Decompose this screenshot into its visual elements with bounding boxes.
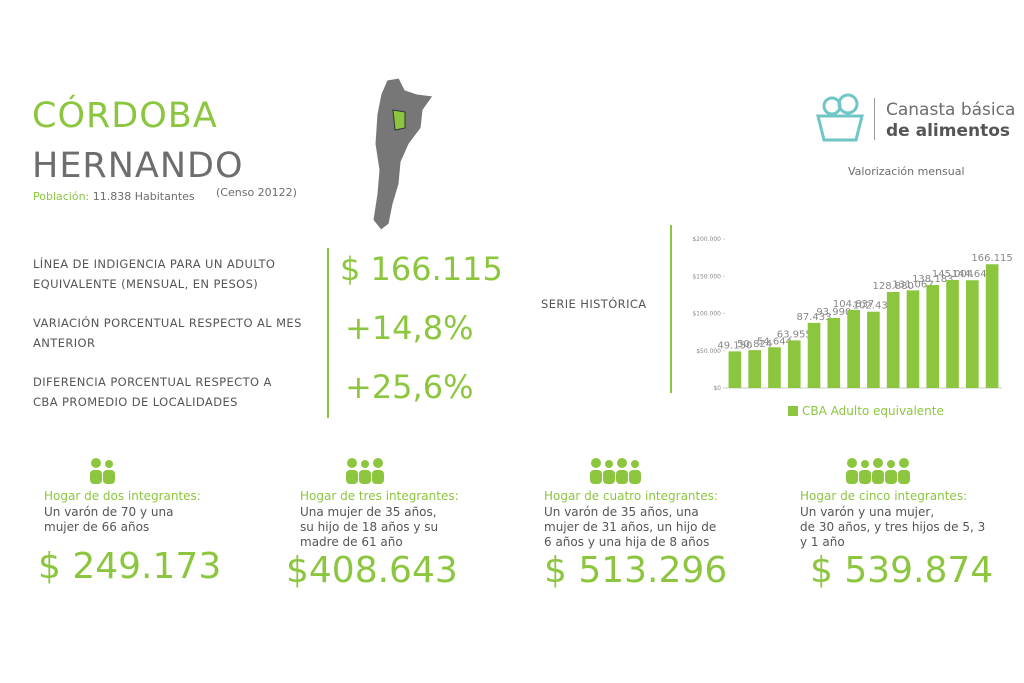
bar (886, 291, 900, 388)
household-description: madre de 61 año (300, 535, 403, 549)
value-label: 50.824 (737, 339, 772, 350)
value-label: 128.880 (872, 281, 913, 292)
indicator-value: $ 166.115 (340, 250, 503, 288)
household-description: de 30 años, y tres hijos de 5, 3 (800, 520, 986, 534)
logo-icon (816, 93, 864, 142)
household-description: mujer de 66 años (44, 520, 150, 534)
indicator-label: EQUIVALENTE (MENSUAL, EN PESOS) (33, 277, 259, 291)
household-icon (346, 458, 384, 484)
household-value: $ 539.874 (810, 550, 994, 591)
value-label: 93.990 (816, 307, 851, 318)
household-icon (90, 458, 115, 484)
logo-divider (874, 98, 875, 140)
household-description: y 1 año (800, 535, 845, 549)
household-description: Un varón de 70 y una (44, 505, 174, 519)
bar (847, 309, 860, 388)
value-label: 104.837 (833, 299, 874, 310)
locality: HERNANDO (32, 146, 244, 186)
household-title: Hogar de tres integrantes: (300, 489, 459, 503)
logo-subtitle: Valorización mensual (848, 165, 965, 178)
census: (Censo 20122) (216, 186, 297, 199)
chart-divider (670, 225, 672, 393)
household-description: Una mujer de 35 años, (300, 505, 437, 519)
legend-label: CBA Adulto equivalente (802, 404, 944, 418)
population-label: Población: (33, 190, 90, 203)
value-label: 87.433 (797, 312, 832, 323)
logo-line1: Canasta básica (886, 100, 1016, 120)
bar (946, 279, 959, 388)
household-value: $ 249.173 (38, 546, 222, 587)
province: CÓRDOBA (32, 96, 218, 136)
map (372, 77, 434, 231)
y-tick-label: $200.000 (692, 236, 721, 243)
indicator-label: DIFERENCIA PORCENTUAL RESPECTO A (33, 375, 272, 389)
bar (965, 280, 979, 388)
population: Población: 11.838 Habitantes (33, 190, 195, 203)
bar (807, 322, 821, 388)
indicator-label: LÍNEA DE INDIGENCIA PARA UN ADULTO (33, 257, 276, 271)
value-label: 166.115 (971, 253, 1012, 264)
indicator-label: ANTERIOR (33, 336, 96, 350)
indicator-value: +14,8% (345, 309, 474, 347)
household-title: Hogar de cinco integrantes: (800, 489, 968, 503)
bar (827, 317, 841, 388)
household-value: $ 513.296 (544, 550, 728, 591)
household-description: Un varón y una mujer, (800, 505, 935, 519)
indicator-label: CBA PROMEDIO DE LOCALIDADES (33, 395, 238, 409)
legend-swatch (788, 406, 798, 416)
bar (787, 340, 801, 388)
value-label: 144.644 (952, 269, 993, 280)
household-value: $408.643 (286, 550, 458, 591)
indicator-divider (327, 248, 329, 418)
value-label: 49.150 (717, 340, 752, 351)
household-description: mujer de 31 años, un hijo de (544, 520, 717, 534)
y-tick-label: $150.000 (692, 273, 721, 280)
indicator-value: +25,6% (345, 368, 474, 406)
household-title: Hogar de dos integrantes: (44, 489, 201, 503)
logo-line2: de alimentos (886, 121, 1011, 141)
bar (926, 285, 940, 388)
value-label: 102.435 (853, 301, 894, 312)
chart-label: SERIE HISTÓRICA (541, 297, 647, 311)
value-label: 63.955 (777, 329, 812, 340)
bar (867, 311, 880, 388)
household-icon (590, 458, 641, 484)
household-description: Un varón de 35 años, una (544, 505, 699, 519)
bar (748, 350, 762, 388)
value-label: 131.062 (892, 279, 933, 290)
population-value: 11.838 Habitantes (92, 190, 195, 203)
chart: $0$50.000$100.000$150.000$200.00049.1505… (692, 236, 1012, 418)
household-description: su hijo de 18 años y su (300, 520, 439, 534)
y-tick-label: $100.000 (692, 311, 721, 318)
household-title: Hogar de cuatro integrantes: (544, 489, 718, 503)
indicator-label: VARIACIÓN PORCENTUAL RESPECTO AL MES (33, 316, 302, 330)
bar (906, 290, 920, 388)
household-icon (846, 458, 910, 484)
bar (985, 264, 999, 388)
y-tick-label: $0 (713, 385, 721, 392)
value-label: 138.183 (912, 274, 953, 285)
value-label: 145.004 (932, 269, 973, 280)
cordoba-highlight (392, 109, 406, 131)
household-description: 6 años y una hija de 8 años (544, 535, 710, 549)
argentina-map (372, 77, 434, 231)
y-tick-label: $50.000 (696, 348, 721, 355)
value-label: 54.644 (757, 336, 792, 347)
bar (728, 351, 742, 388)
bar (768, 347, 781, 388)
